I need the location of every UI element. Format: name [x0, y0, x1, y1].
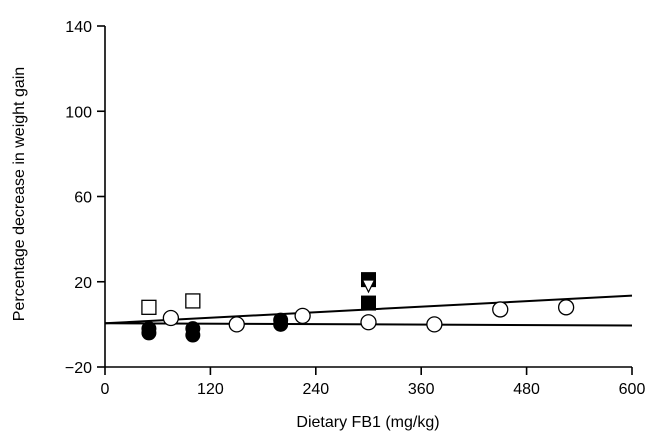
data-point-open-circle: [162, 309, 180, 327]
data-point-open-circle: [557, 299, 575, 316]
x-tick-label: 240: [302, 381, 329, 398]
data-point-open-circle: [228, 316, 245, 333]
data-point-open-square: [141, 299, 157, 315]
x-tick-label: 0: [101, 381, 110, 398]
data-point-open-circle: [492, 301, 509, 318]
x-tick-label: 600: [619, 381, 646, 398]
data-point-filled-square: [361, 295, 376, 311]
ticks: −20 20 60 100 140 0 120 240 360 480 600: [65, 19, 646, 398]
y-tick-label: 20: [74, 275, 92, 292]
y-tick-label: 140: [65, 19, 92, 36]
data-point-filled-circle: [141, 321, 157, 337]
y-tick-label: 60: [74, 190, 92, 207]
y-axis-label: Percentage decrease in weight gain: [11, 67, 28, 321]
data-points: [141, 272, 575, 343]
data-point-filled-circle: [273, 312, 289, 328]
x-axis-label: Dietary FB1 (mg/kg): [296, 414, 439, 431]
data-point-open-circle: [360, 314, 377, 331]
data-point-open-square: [185, 293, 201, 309]
data-point-open-circle: [426, 316, 443, 333]
x-tick-label: 480: [513, 381, 540, 398]
data-point-open-circle: [294, 307, 311, 325]
data-point-filled-circle: [185, 321, 201, 337]
x-tick-label: 120: [197, 381, 224, 398]
data-point-open-triangle: [361, 279, 376, 294]
y-tick-label: 100: [65, 104, 92, 121]
x-tick-label: 360: [408, 381, 435, 398]
y-tick-label: −20: [65, 360, 92, 377]
